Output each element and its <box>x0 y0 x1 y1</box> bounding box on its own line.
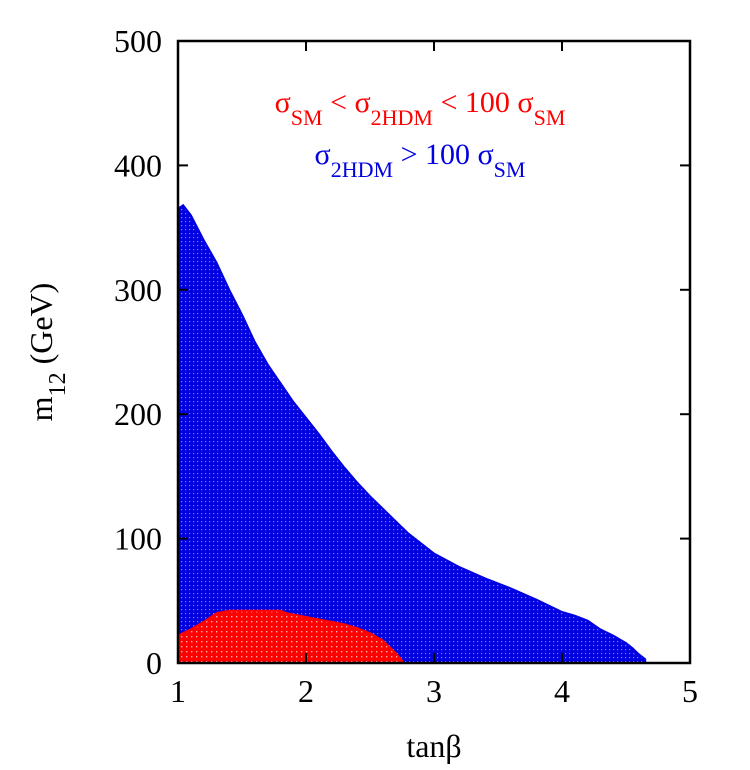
y-tick-label: 300 <box>114 272 162 308</box>
legend-entry-blue: σ2HDM > 100 σSM <box>315 138 526 182</box>
legend-entry-red: σSM < σ2HDM < 100 σSM <box>275 86 566 130</box>
x-tick-label: 3 <box>426 673 442 709</box>
x-tick-label: 1 <box>170 673 186 709</box>
y-tick-label: 500 <box>114 23 162 59</box>
regions-layer <box>177 203 647 664</box>
x-axis-title: tanβ <box>406 728 461 764</box>
tick-labels-layer: 1 2 3 4 5 0 100 200 300 400 500 <box>114 23 698 709</box>
region-red <box>177 609 403 664</box>
y-axis-title: m12 (GeV) <box>23 283 71 422</box>
y-axis-title-unit: (GeV) <box>23 283 59 373</box>
x-tick-label: 2 <box>298 673 314 709</box>
ticks-layer <box>177 40 691 664</box>
y-axis-title-sub: 12 <box>45 372 71 396</box>
y-axis-title-main: m <box>23 396 59 421</box>
legend: σSM < σ2HDM < 100 σSM σ2HDM > 100 σSM <box>275 86 566 182</box>
x-tick-label: 4 <box>554 673 570 709</box>
y-tick-label: 200 <box>114 396 162 432</box>
y-tick-label: 400 <box>114 147 162 183</box>
y-tick-label: 0 <box>146 645 162 681</box>
y-tick-label: 100 <box>114 521 162 557</box>
region-blue <box>177 203 647 664</box>
x-tick-label: 5 <box>682 673 698 709</box>
